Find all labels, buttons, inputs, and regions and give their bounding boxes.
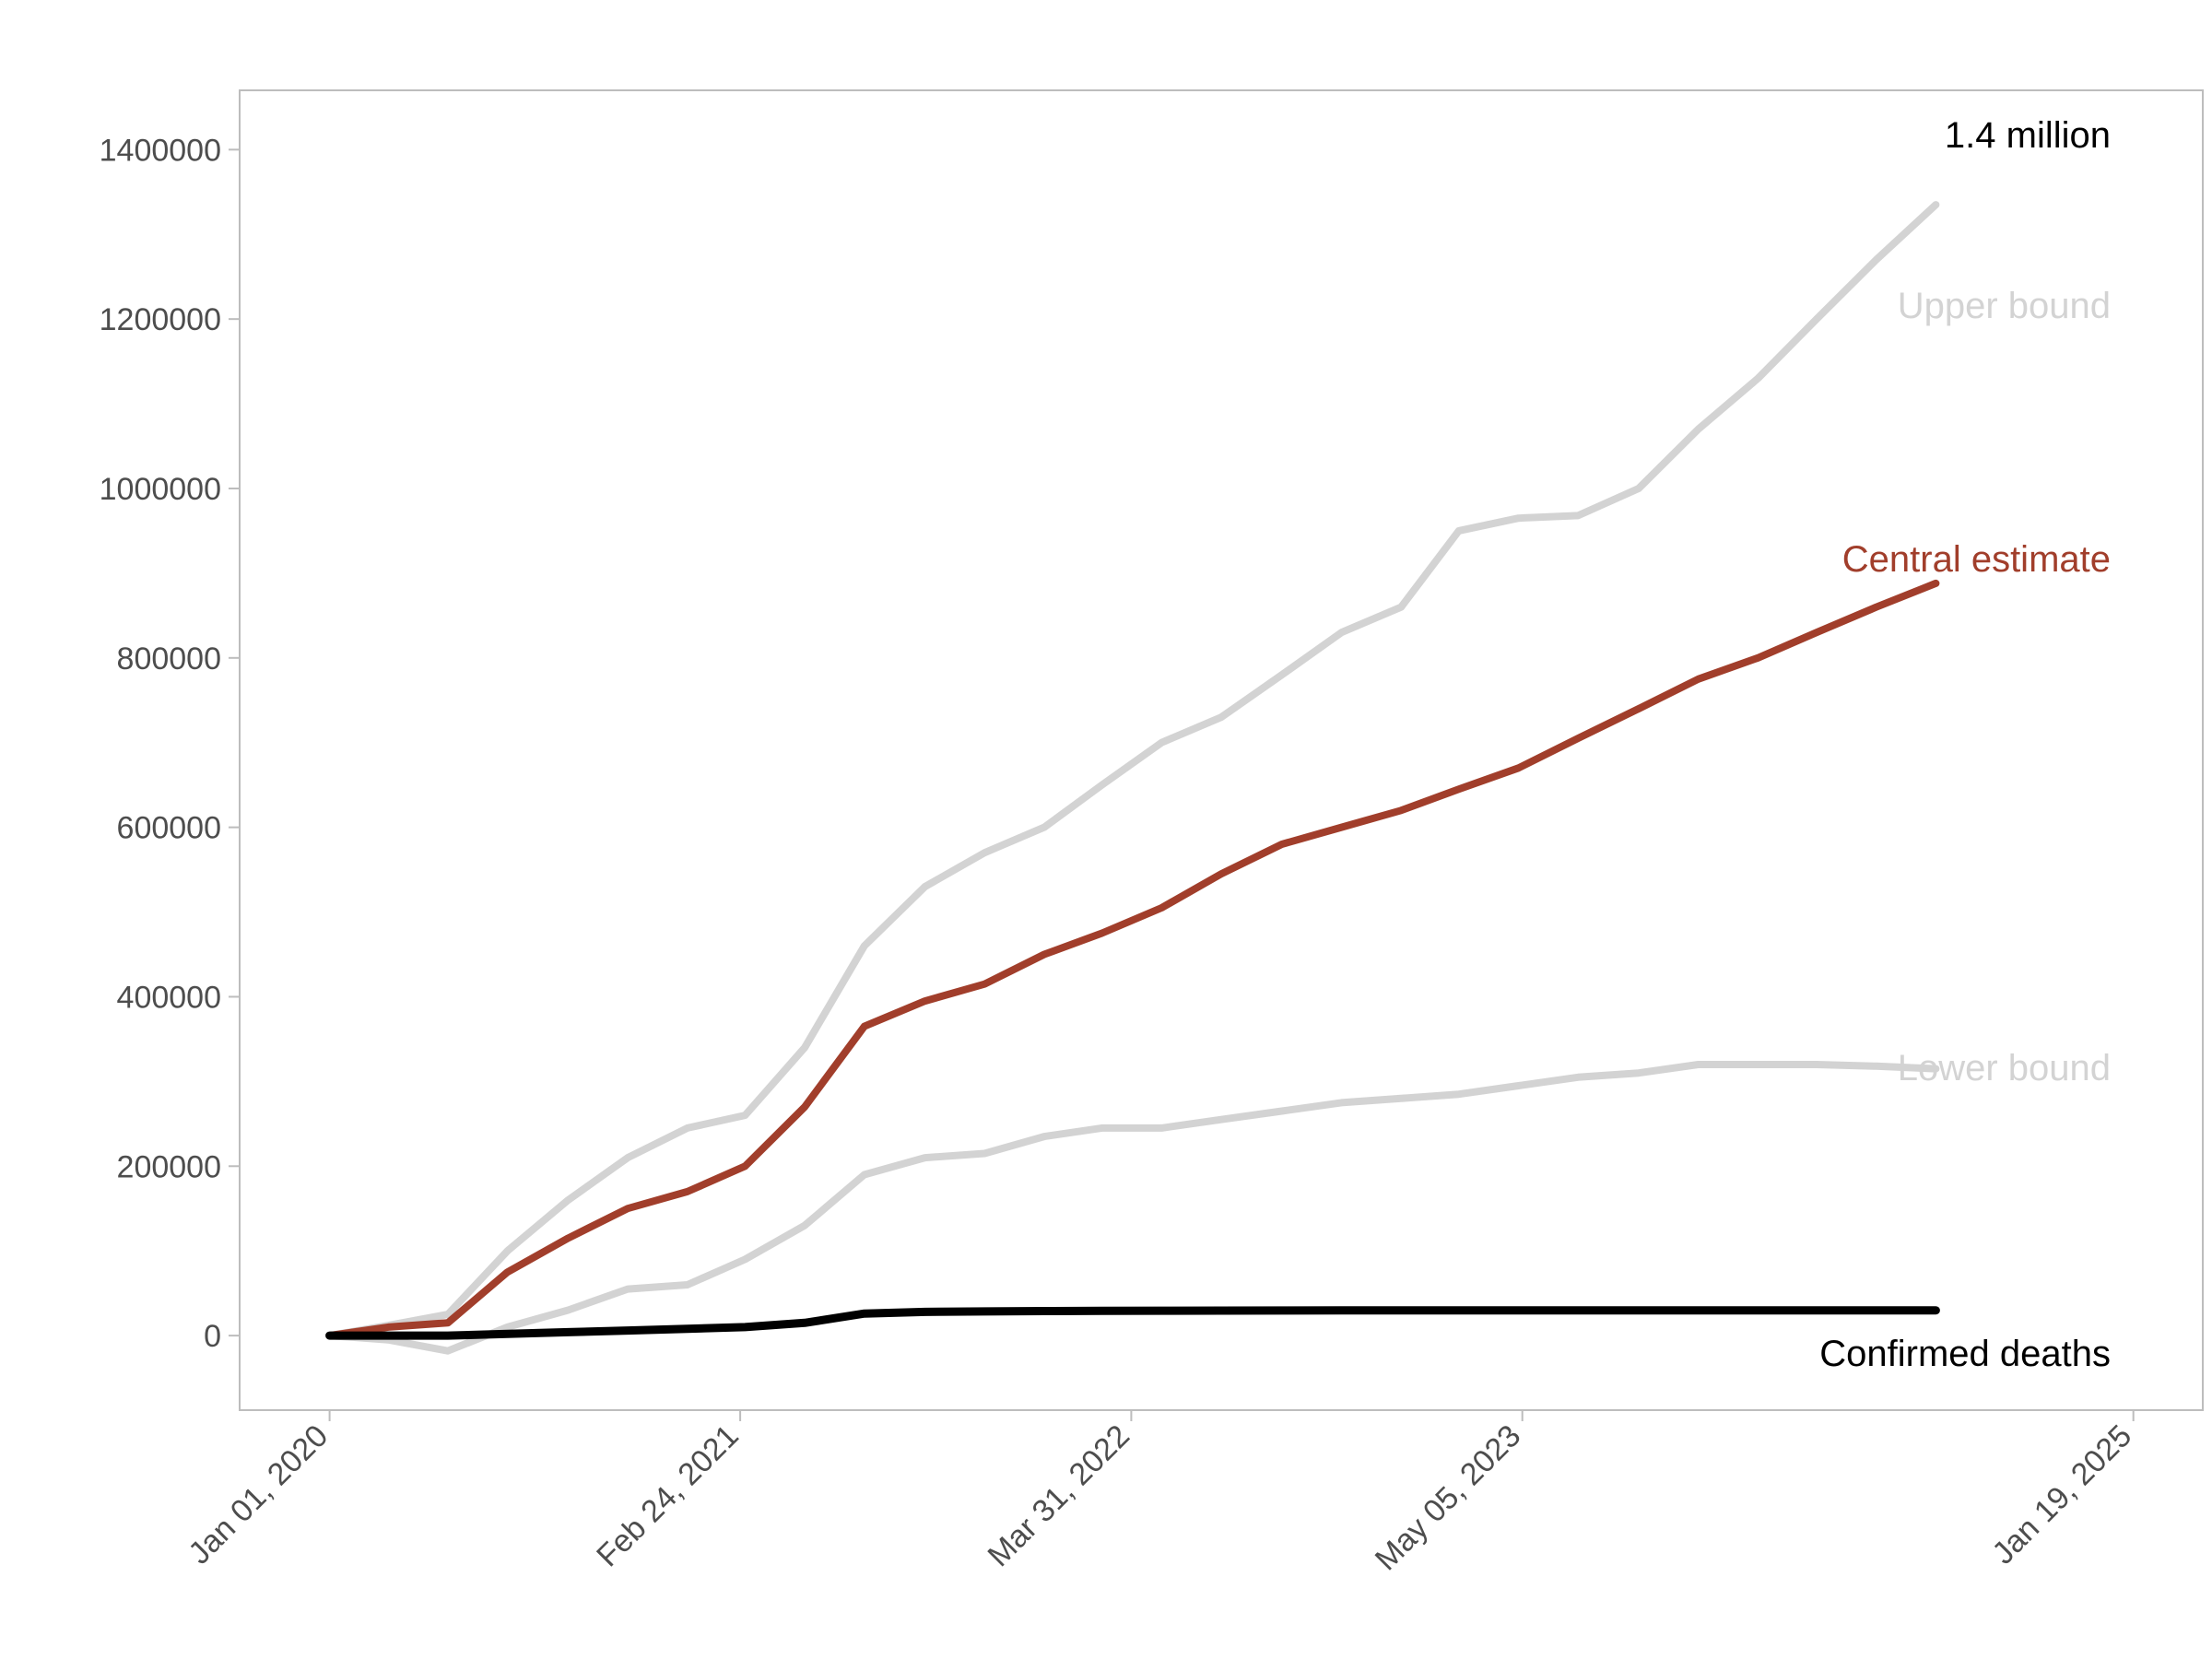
x-tick-label: Jan 19, 2025: [1985, 1418, 2138, 1571]
confirmed-series-line: [325, 1306, 1940, 1340]
x-tick-label: May 05, 2023: [1369, 1418, 1528, 1578]
y-tick-label: 1000000: [100, 472, 221, 507]
annotation-top-label: 1.4 million: [1945, 115, 2111, 156]
plot-frame: [239, 89, 2204, 1411]
lower-series-line: [325, 1061, 1940, 1355]
y-tick-label: 400000: [117, 980, 221, 1015]
x-tick-label: Feb 24, 2021: [590, 1418, 746, 1574]
y-tick-label: 1400000: [100, 133, 221, 168]
lower-bound-label: Lower bound: [1898, 1048, 2111, 1088]
y-tick-label: 200000: [117, 1149, 221, 1184]
central-series-line: [325, 579, 1940, 1340]
x-tick-label: Jan 01, 2020: [182, 1418, 335, 1571]
y-tick-label: 600000: [117, 811, 221, 846]
y-tick-label: 800000: [117, 641, 221, 677]
x-axis: Jan 01, 2020 Feb 24, 2021 Mar 31, 2022 May …: [182, 1410, 2138, 1577]
upper-bound-label: Upper bound: [1898, 286, 2111, 326]
upper-series-line: [325, 201, 1940, 1340]
y-tick-label: 1200000: [100, 302, 221, 337]
series-layer: [325, 201, 1940, 1355]
y-axis: 0 200000 400000 600000 800000 1000000 1200000 1…: [100, 133, 240, 1354]
confirmed-deaths-label: Confirmed deaths: [1819, 1334, 2111, 1374]
central-estimate-label: Central estimate: [1842, 539, 2111, 580]
x-tick-label: Mar 31, 2022: [982, 1418, 1137, 1574]
y-tick-label: 0: [204, 1319, 221, 1354]
